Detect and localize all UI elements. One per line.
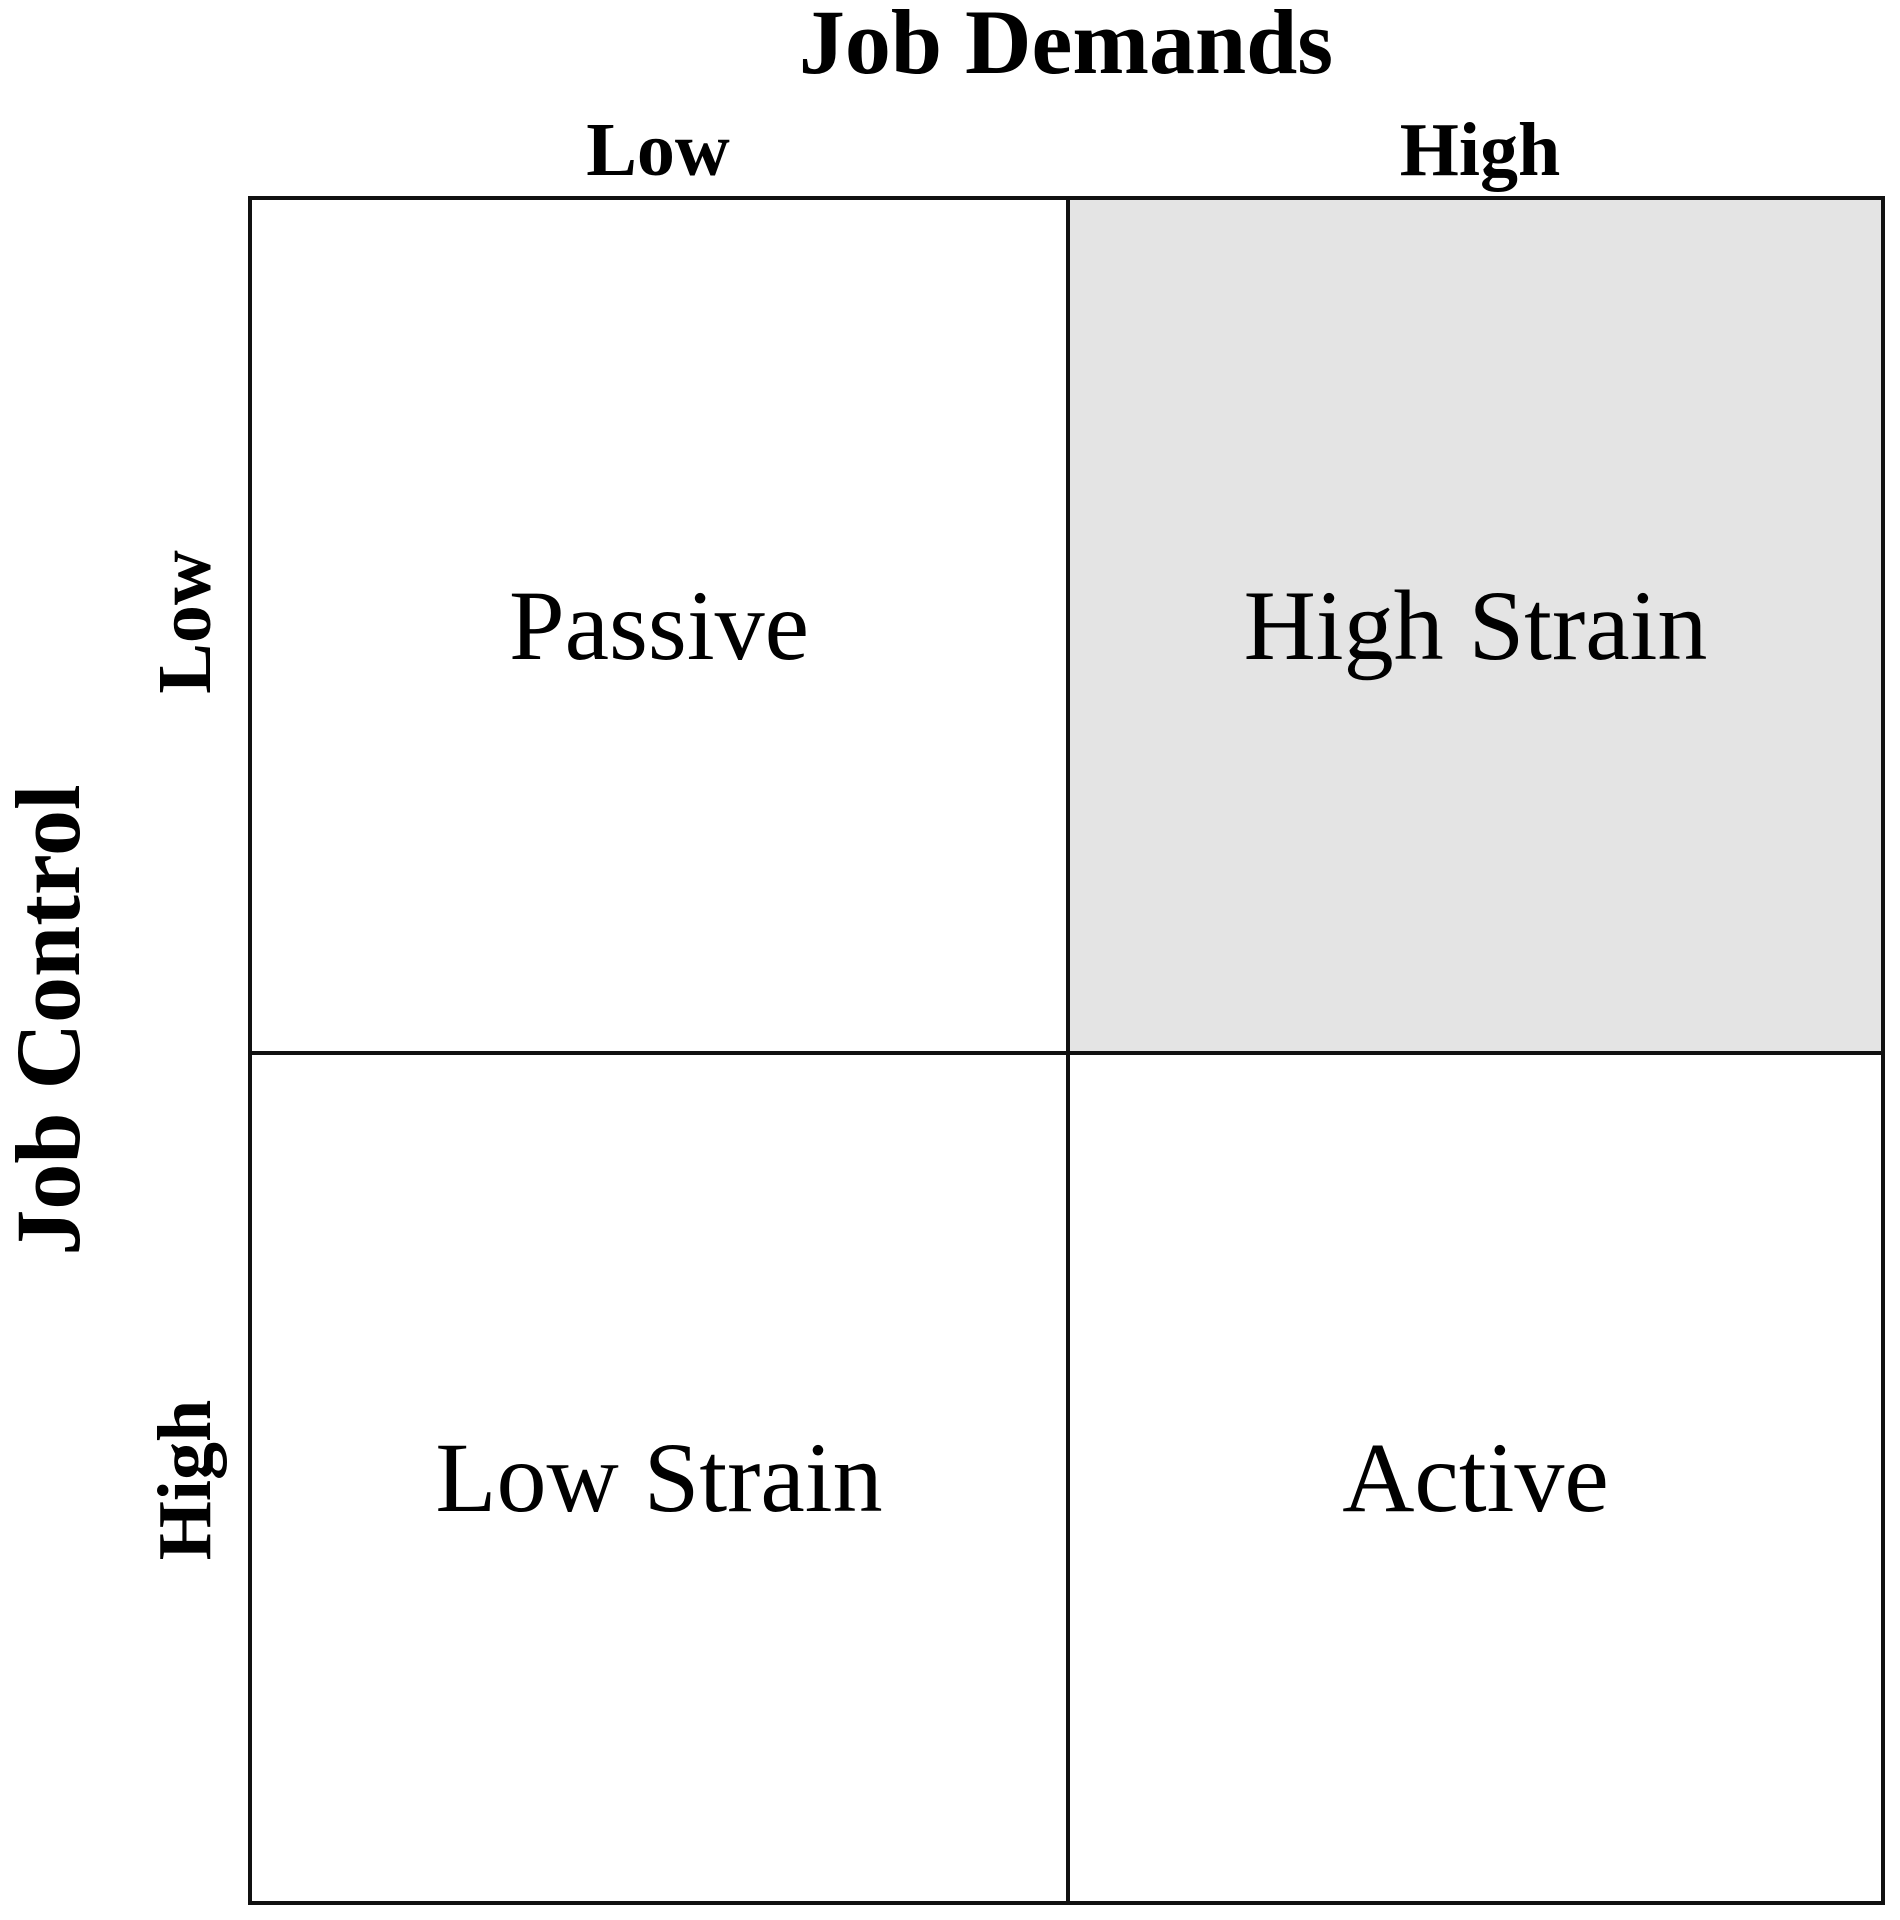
x-axis-high-label: High (1399, 108, 1561, 192)
quadrant-active-label: Active (1342, 1422, 1609, 1533)
quadrant-grid: Passive High Strain Low Strain Active (248, 196, 1885, 1905)
y-axis-title: Job Control (0, 784, 99, 1256)
x-axis-low-label: Low (586, 108, 730, 192)
quadrant-low-strain-label: Low Strain (435, 1422, 883, 1533)
quadrant-passive-label: Passive (509, 569, 809, 681)
quadrant-high-strain-label: High Strain (1243, 569, 1708, 681)
y-axis-high-label: High (143, 1399, 227, 1561)
quadrant-active: Active (1070, 1055, 1881, 1901)
quadrant-high-strain: High Strain (1070, 200, 1881, 1055)
x-axis-title: Job Demands (798, 0, 1334, 93)
quadrant-low-strain: Low Strain (252, 1055, 1070, 1901)
y-axis-low-label: Low (143, 550, 227, 694)
quadrant-passive: Passive (252, 200, 1070, 1055)
